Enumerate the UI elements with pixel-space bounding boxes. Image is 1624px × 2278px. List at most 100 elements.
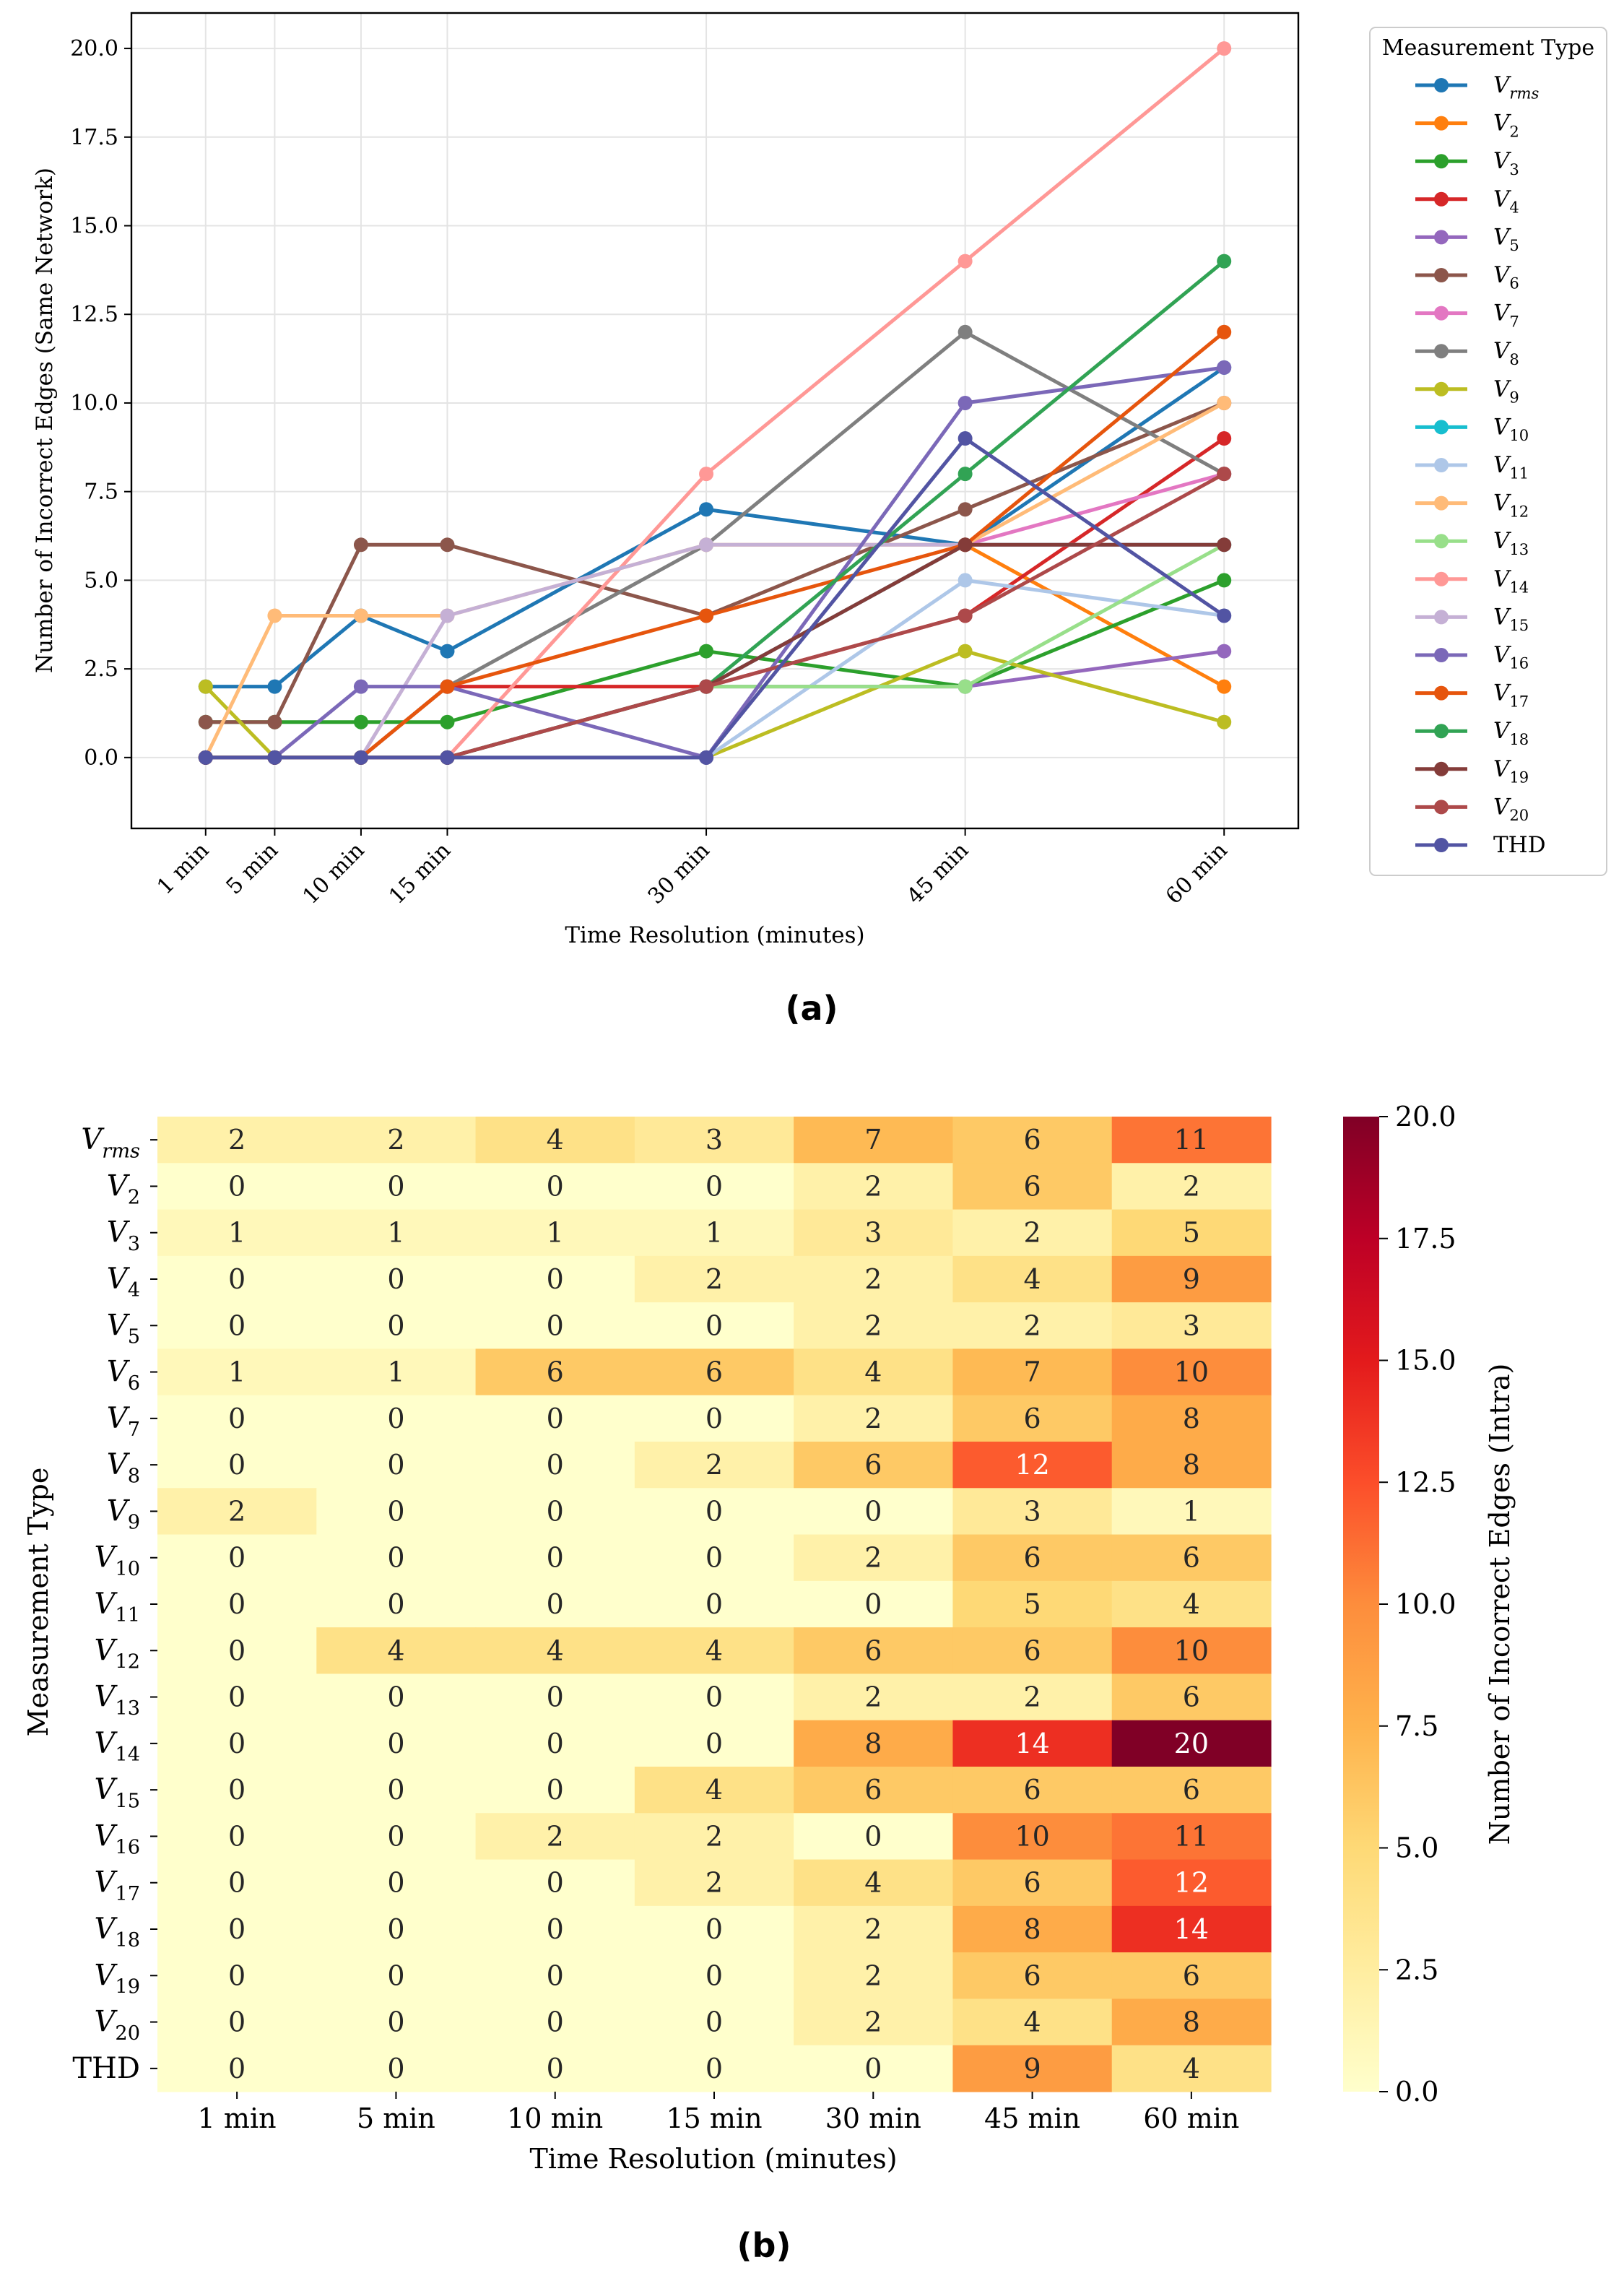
heatmap-cell: 6 <box>1111 1673 1272 1721</box>
line-chart-legend: Measurement Type Vrms V2 V3 V4 V5 V6 V7 V8 V9 V10… <box>1369 27 1607 876</box>
heatmap-cell-fill <box>952 1627 1113 1675</box>
heatmap-cell-fill <box>634 1813 794 1861</box>
data-point <box>1217 573 1232 588</box>
heatmap-cell: 9 <box>1111 1255 1272 1303</box>
heatmap-cell-fill <box>1111 1534 1272 1582</box>
heatmap-cell-fill <box>952 1163 1113 1211</box>
heatmap-cell-fill <box>475 1442 635 1489</box>
heatmap-cell-value: 6 <box>1183 1542 1200 1574</box>
data-point <box>958 679 973 694</box>
heatmap-cell-value: 0 <box>547 1263 564 1295</box>
data-point <box>267 750 282 765</box>
data-point <box>353 608 368 623</box>
heatmap-cell-value: 0 <box>228 2006 246 2038</box>
heatmap-cell-value: 0 <box>387 1728 404 1759</box>
row-label: V20 <box>95 2006 141 2045</box>
heatmap-cell-value: 6 <box>864 1449 882 1481</box>
heatmap-cell-fill <box>475 1998 635 2046</box>
heatmap-cell-fill <box>634 1163 794 1211</box>
data-point <box>1217 467 1232 482</box>
heatmap-cell: 2 <box>634 1859 794 1907</box>
row-label: V16 <box>95 1819 141 1858</box>
heatmap-cell-value: 1 <box>387 1217 404 1249</box>
row-label: V12 <box>95 1634 141 1673</box>
heatmap-cell-value: 0 <box>387 2006 404 2038</box>
heatmap-cell: 0 <box>316 1905 477 1953</box>
heatmap-cell: 0 <box>634 2045 794 2092</box>
data-point <box>440 714 455 729</box>
heatmap-cell-value: 0 <box>705 2006 723 2038</box>
data-point <box>198 679 213 694</box>
y-tick-label: 10.0 <box>70 391 118 416</box>
heatmap-cell-value: 4 <box>705 1774 723 1806</box>
heatmap-cell: 20 <box>1111 1720 1272 1767</box>
data-point <box>958 502 973 517</box>
heatmap-cell-fill <box>316 1859 477 1907</box>
legend-item: V18 <box>1415 718 1529 748</box>
legend-item: V20 <box>1415 794 1529 824</box>
legend-label: V10 <box>1493 414 1529 444</box>
legend-marker <box>1434 685 1449 701</box>
legend-label: V18 <box>1493 718 1529 748</box>
data-point <box>1217 360 1232 375</box>
heatmap-cell-value: 8 <box>1023 1913 1041 1945</box>
heatmap-cell-fill <box>952 2045 1113 2092</box>
heatmap-cell: 6 <box>952 1952 1113 2000</box>
heatmap-cell-value: 10 <box>1174 1634 1209 1666</box>
heatmap-cell: 0 <box>316 1488 477 1536</box>
heatmap-cell-value: 2 <box>228 1495 246 1527</box>
heatmap-cell: 0 <box>634 1720 794 1767</box>
legend-marker <box>1434 154 1449 169</box>
heatmap-cell-fill <box>157 1534 317 1582</box>
data-point <box>353 714 368 729</box>
column-label: 30 min <box>825 2102 921 2134</box>
heatmap-cell-fill <box>634 1442 794 1489</box>
x-tick-label: 60 min <box>1161 838 1233 909</box>
heatmap-cell: 0 <box>157 1255 317 1303</box>
heatmap-cell-fill <box>952 1348 1113 1396</box>
data-point <box>353 537 368 553</box>
heatmap-cell-value: 0 <box>864 1495 882 1527</box>
heatmap-cell-value: 0 <box>387 1867 404 1899</box>
legend-marker <box>1434 458 1449 472</box>
heatmap-cell-value: 6 <box>1023 1542 1041 1574</box>
legend-item: Vrms <box>1415 72 1539 103</box>
heatmap-cell-value: 0 <box>387 1309 404 1341</box>
heatmap-cell-fill <box>794 1580 954 1628</box>
heatmap-cell-fill <box>794 1952 954 2000</box>
heatmap-cell-fill <box>794 1488 954 1536</box>
heatmap-cell-value: 9 <box>1183 1263 1200 1295</box>
heatmap-cell-value: 0 <box>705 1542 723 1574</box>
heatmap-cell: 0 <box>157 1720 317 1767</box>
data-point <box>440 644 455 659</box>
heatmap-cell: 2 <box>794 1163 954 1211</box>
legend-label: V12 <box>1493 490 1529 521</box>
heatmap-cell: 0 <box>316 1395 477 1442</box>
heatmap-cell-fill <box>794 1534 954 1582</box>
heatmap-cell-value: 0 <box>387 1449 404 1481</box>
heatmap-cell-fill <box>157 1673 317 1721</box>
colorbar-ticks: 0.0 2.5 5.0 7.5 10.0 12.5 15.0 17.5 20.0 <box>1379 1101 1456 2108</box>
x-tick-label: 10 min <box>298 838 370 909</box>
panel-a-caption: (a) <box>785 989 838 1028</box>
heatmap-cell-value: 6 <box>1023 1403 1041 1434</box>
series-thd <box>198 431 1232 765</box>
heatmap-cell: 0 <box>316 1720 477 1767</box>
legend-marker <box>1434 495 1449 511</box>
heatmap-cell-fill <box>1111 1442 1272 1489</box>
heatmap-cell-value: 0 <box>547 1728 564 1759</box>
heatmap-cell-fill <box>794 1117 954 1164</box>
heatmap-cell: 0 <box>157 1302 317 1350</box>
heatmap-cell: 0 <box>475 1580 635 1628</box>
heatmap-cell-value: 4 <box>864 1867 882 1899</box>
heatmap-cell-value: 2 <box>864 1542 882 1574</box>
heatmap-cell-value: 6 <box>1023 1959 1041 1991</box>
heatmap-cell-value: 0 <box>547 1495 564 1527</box>
heatmap-cell-fill <box>316 2045 477 2092</box>
heatmap-cell-value: 0 <box>387 1170 404 1202</box>
heatmap-cell-fill <box>475 1348 635 1396</box>
heatmap-cell: 2 <box>157 1488 317 1536</box>
line-chart-plot-area <box>130 12 1300 830</box>
heatmap-cell-value: 2 <box>864 1170 882 1202</box>
series-line <box>205 365 1225 760</box>
